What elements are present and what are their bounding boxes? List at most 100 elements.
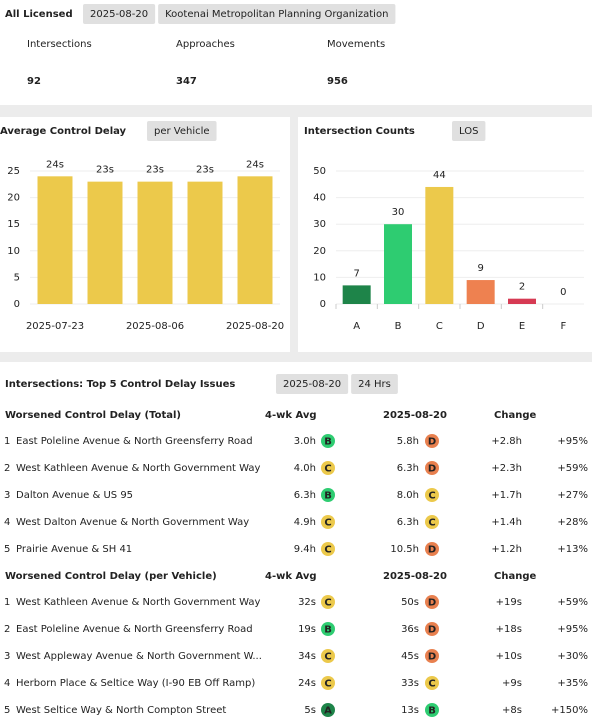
bar — [237, 176, 273, 304]
avg: 4.9h — [294, 517, 316, 528]
badge — [321, 676, 335, 690]
column-header: 4-wk Avg — [265, 410, 317, 421]
bar — [87, 181, 123, 304]
y-tick-label: 15 — [7, 219, 20, 230]
x-tick-label: 2025-07-23 — [26, 321, 84, 332]
badge — [321, 461, 335, 475]
row-index: 4 — [4, 517, 10, 528]
badge-letter: D — [428, 545, 436, 556]
current: 5.8h — [397, 436, 419, 447]
value-label: 30 — [392, 207, 405, 218]
badge-letter: D — [428, 598, 436, 609]
badge — [321, 703, 335, 717]
badge — [321, 622, 335, 636]
bar — [37, 176, 73, 304]
badge — [321, 515, 335, 529]
y-tick-label: 0 — [320, 299, 326, 310]
chart-title: Average Control Delay — [0, 126, 127, 137]
value-label: 23s — [96, 165, 114, 176]
column-header: 2025-08-20 — [383, 410, 447, 421]
value-label: 23s — [196, 165, 214, 176]
tag-bg — [158, 4, 396, 24]
change-pct: +13% — [557, 544, 588, 555]
row-index: 3 — [4, 651, 10, 662]
badge-letter: B — [324, 625, 332, 636]
current: 50s — [401, 597, 419, 608]
stat-label: Intersections — [27, 39, 92, 50]
tag-bg — [83, 4, 156, 24]
avg: 32s — [298, 597, 316, 608]
section-title: Worsened Control Delay (per Vehicle) — [5, 571, 217, 582]
bar — [508, 298, 536, 304]
change-pct: +59% — [557, 463, 588, 474]
tag-bg — [276, 374, 349, 394]
tag-bg — [147, 121, 217, 141]
avg: 34s — [298, 651, 316, 662]
change: +18s — [496, 624, 522, 635]
x-tick-label: A — [353, 321, 360, 332]
avg: 19s — [298, 624, 316, 635]
badge-letter: D — [428, 652, 436, 663]
change: +2.8h — [491, 436, 522, 447]
current: 33s — [401, 678, 419, 689]
current: 10.5h — [390, 544, 419, 555]
row-name: East Poleline Avenue & North Greensferry… — [16, 624, 253, 635]
badge — [321, 649, 335, 663]
row-index: 5 — [4, 544, 10, 555]
badge — [425, 542, 439, 556]
row-name: East Poleline Avenue & North Greensferry… — [16, 436, 253, 447]
change-pct: +35% — [557, 678, 588, 689]
tag: 2025-08-20 — [90, 9, 148, 20]
section-title: Worsened Control Delay (Total) — [5, 410, 181, 421]
row-index: 5 — [4, 705, 10, 716]
x-tick-label: D — [477, 321, 485, 332]
badge — [425, 515, 439, 529]
badge-letter: C — [324, 652, 331, 663]
table-title: Intersections: Top 5 Control Delay Issue… — [5, 379, 235, 390]
column-header: 4-wk Avg — [265, 571, 317, 582]
column-header: Change — [494, 571, 536, 582]
change: +8s — [502, 705, 522, 716]
bar — [137, 181, 173, 304]
y-tick-label: 10 — [313, 272, 326, 283]
bar — [187, 181, 223, 304]
change: +1.7h — [491, 490, 522, 501]
tag: Kootenai Metropolitan Planning Organizat… — [165, 9, 388, 20]
y-tick-label: 50 — [313, 166, 326, 177]
y-tick-label: 5 — [14, 272, 20, 283]
badge-letter: C — [428, 491, 435, 502]
bar — [342, 285, 371, 304]
row-name: West Seltice Way & North Compton Street — [16, 705, 226, 716]
current: 45s — [401, 651, 419, 662]
change-pct: +30% — [557, 651, 588, 662]
badge-letter: C — [428, 518, 435, 529]
column-header: 2025-08-20 — [383, 571, 447, 582]
row-index: 4 — [4, 678, 10, 689]
x-tick-label: C — [436, 321, 443, 332]
y-tick-label: 40 — [313, 193, 326, 204]
avg: 24s — [298, 678, 316, 689]
badge-letter: C — [324, 464, 331, 475]
x-tick-label: B — [395, 321, 402, 332]
badge — [321, 434, 335, 448]
y-tick-label: 20 — [7, 193, 20, 204]
badge — [321, 595, 335, 609]
current: 6.3h — [397, 463, 419, 474]
change-pct: +28% — [557, 517, 588, 528]
avg: 3.0h — [294, 436, 316, 447]
avg: 5s — [304, 705, 316, 716]
badge-letter: D — [428, 625, 436, 636]
row-name: Prairie Avenue & SH 41 — [16, 544, 132, 555]
stat-value: 956 — [327, 76, 348, 87]
value-label: 7 — [353, 268, 359, 279]
tag: per Vehicle — [154, 126, 210, 137]
row-name: West Dalton Avenue & North Government Wa… — [16, 517, 249, 528]
value-label: 24s — [46, 159, 64, 170]
badge — [425, 622, 439, 636]
row-index: 2 — [4, 624, 10, 635]
y-tick-label: 0 — [14, 299, 20, 310]
x-tick-label: F — [560, 321, 566, 332]
row-name: West Kathleen Avenue & North Government … — [16, 597, 261, 608]
current: 36s — [401, 624, 419, 635]
value-label: 23s — [146, 165, 164, 176]
